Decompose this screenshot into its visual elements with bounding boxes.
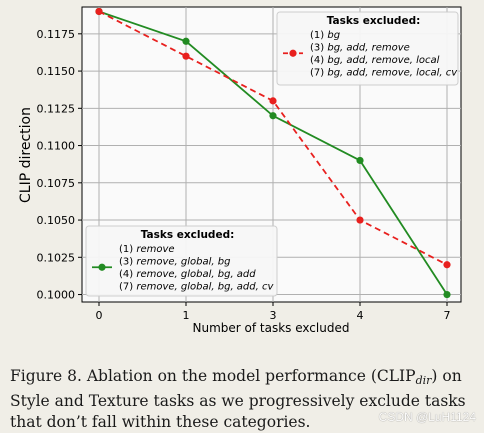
figure-caption: Figure 8. Ablation on the model performa… [10, 366, 480, 433]
y-tick-label: 0.1125 [37, 102, 76, 115]
y-tick-label: 0.1025 [37, 251, 76, 264]
data-point-style [356, 156, 364, 165]
caption-part2: ) on Style and Texture tasks as we progr… [10, 367, 466, 431]
y-tick-label: 0.1100 [37, 140, 76, 153]
y-tick-label: 0.1150 [37, 65, 76, 78]
data-point-style [182, 37, 190, 45]
caption-subscript: dir [415, 374, 432, 387]
y-tick-label: 0.1175 [37, 28, 76, 41]
legend-entry-texture: (4) bg, add, remove, local [310, 55, 440, 66]
legend-entry-style: (3) remove, global, bg [119, 257, 230, 268]
legend-box-texture [276, 11, 459, 86]
y-tick-label: 0.1000 [37, 289, 76, 302]
y-tick-label: 0.1050 [37, 214, 76, 227]
legend-entry-style: (7) remove, global, bg, add, cv [119, 282, 274, 293]
data-point-texture [182, 52, 190, 60]
data-point-texture [356, 216, 364, 224]
data-point-texture [95, 7, 103, 16]
y-tick-label: 0.1075 [37, 177, 76, 190]
data-point-texture [269, 97, 277, 105]
legend-entry-texture: (7) bg, add, remove, local, cv [310, 68, 458, 79]
data-point-style [443, 290, 451, 299]
legend-entry-texture: (1) bg [310, 30, 340, 41]
data-point-style [269, 112, 277, 120]
watermark: CSDN @LuH1124 [378, 410, 476, 424]
y-axis-label: CLIP direction [18, 107, 34, 203]
x-axis-label: Number of tasks excluded [193, 321, 350, 335]
legend-marker-texture [289, 49, 297, 57]
legend-box-style [85, 225, 278, 297]
legend-title-texture: Tasks excluded: [327, 15, 421, 27]
legend-entry-style: (4) remove, global, bg, add [119, 269, 256, 280]
data-point-texture [443, 261, 451, 269]
x-tick-label: 0 [96, 309, 103, 322]
x-tick-label: 3 [270, 309, 277, 322]
x-tick-label: 7 [444, 309, 451, 322]
legend-marker-style [98, 263, 106, 271]
x-tick-label: 1 [183, 309, 190, 322]
legend-entry-texture: (3) bg, add, remove [310, 43, 410, 54]
caption-part1: Figure 8. Ablation on the model performa… [10, 367, 416, 385]
x-tick-label: 4 [357, 309, 364, 322]
legend-title-style: Tasks excluded: [141, 229, 235, 241]
chart: 0.1000 0.1025 0.1050 0.1075 0.1100 0.1125 0.11… [18, 6, 462, 335]
legend-entry-style: (1) remove [119, 244, 175, 255]
